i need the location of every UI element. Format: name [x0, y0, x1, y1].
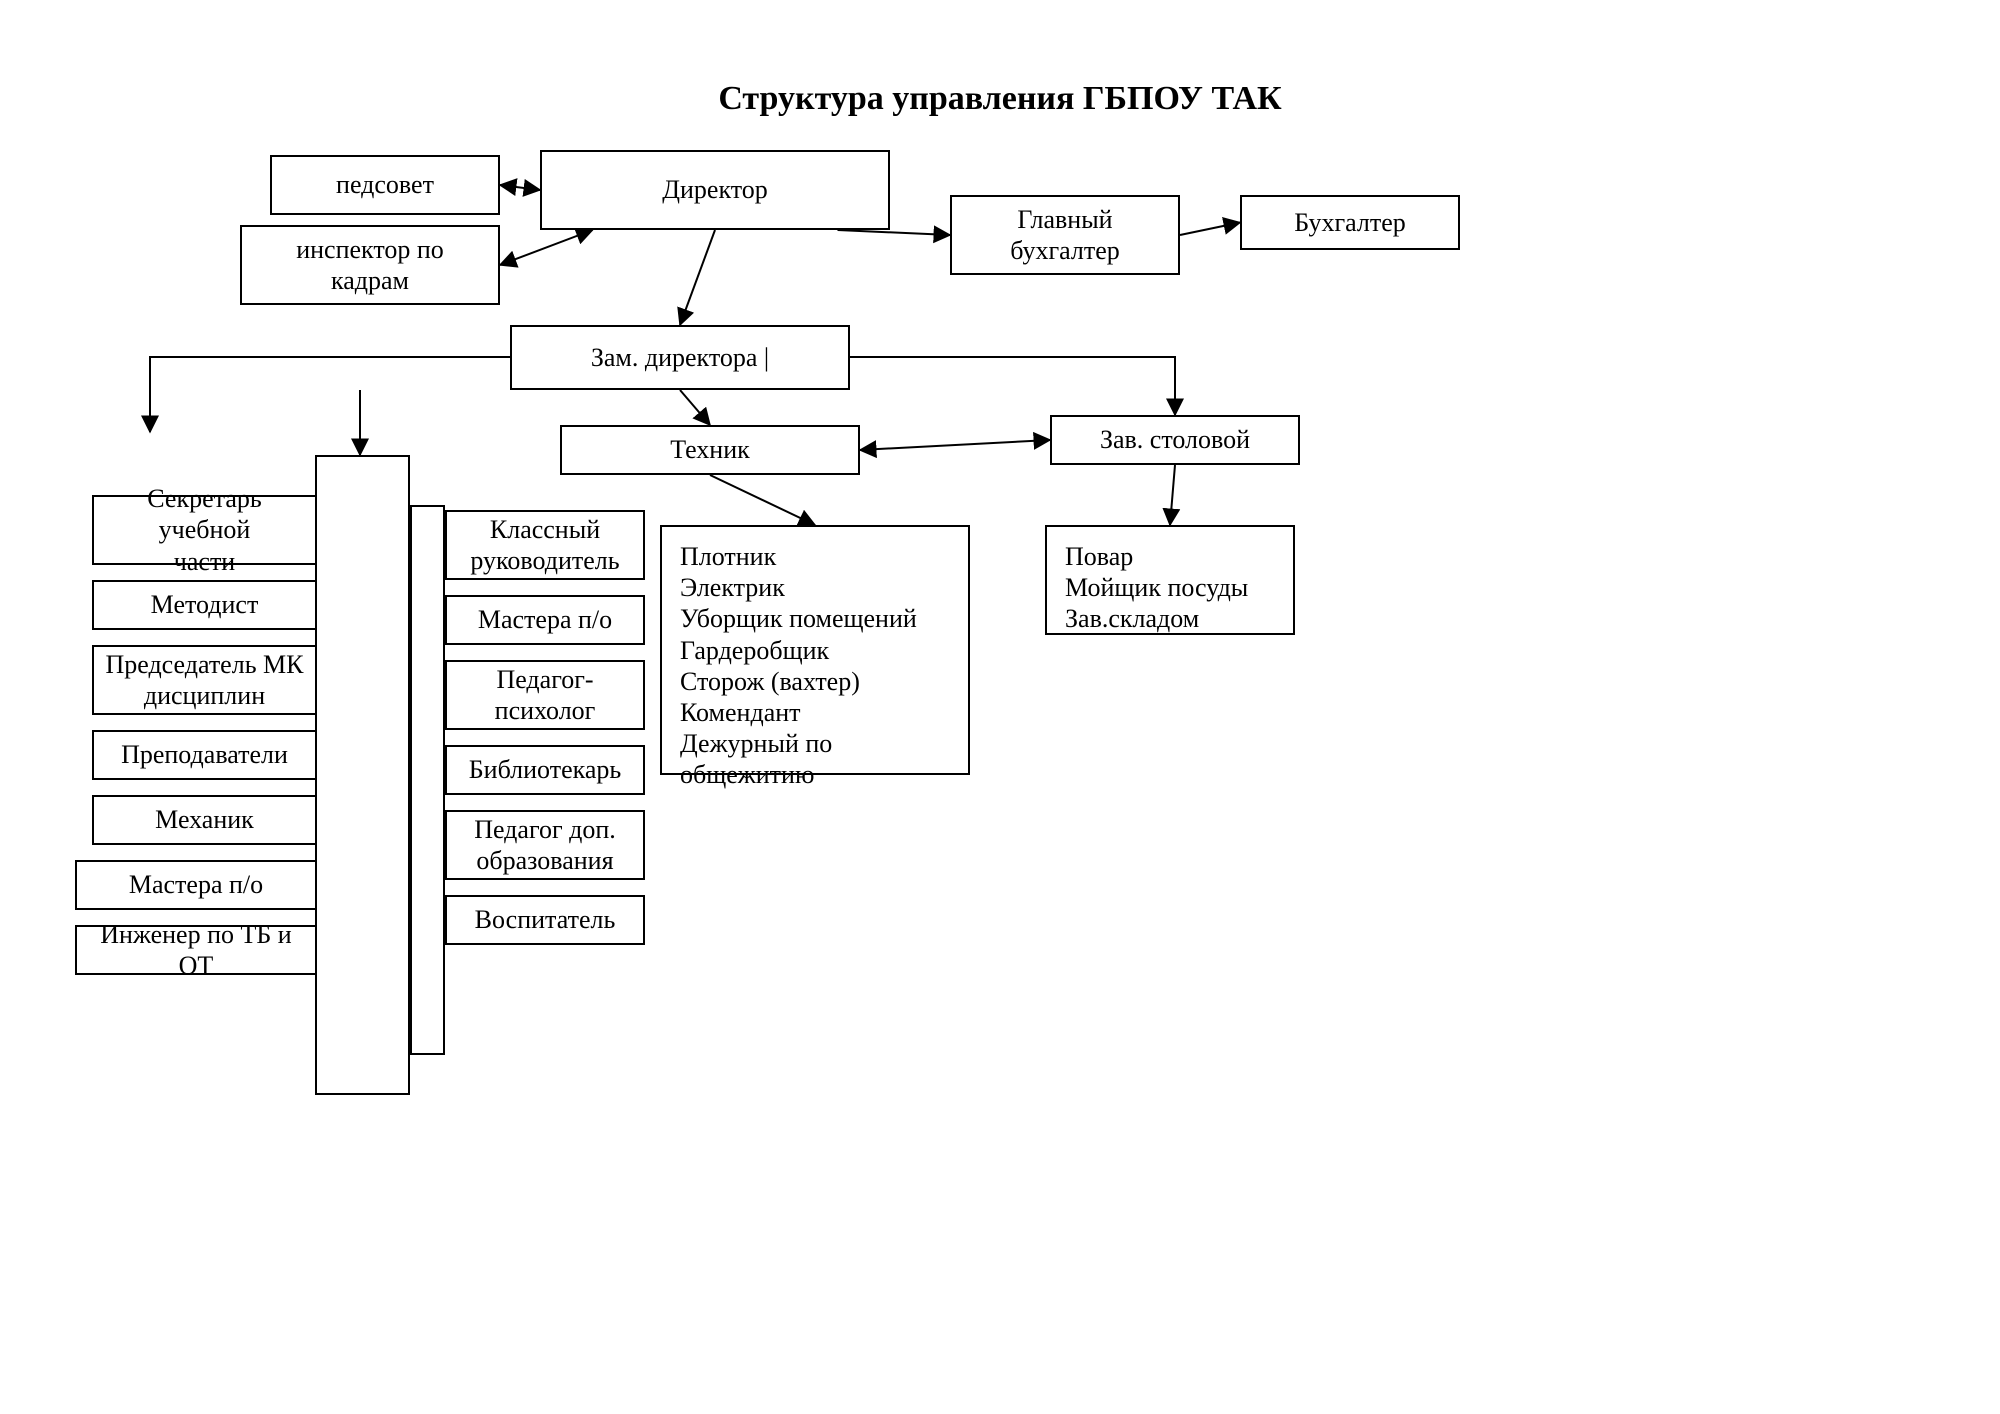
node-n-techlist: Плотник Электрик Уборщик помещений Гарде…: [660, 525, 970, 775]
node-label: инспектор по кадрам: [296, 234, 444, 296]
node-label: Директор: [662, 174, 768, 205]
node-label: Главный бухгалтер: [1010, 204, 1120, 266]
node-label: Механик: [155, 804, 254, 835]
node-hub-mid: [410, 505, 445, 1055]
node-label: Педагог доп. образования: [474, 814, 616, 876]
node-label: Бухгалтер: [1294, 207, 1406, 238]
node-label: Классный руководитель: [470, 514, 619, 576]
node-label: Мастера п/о: [129, 869, 263, 900]
node-label: Воспитатель: [475, 904, 616, 935]
node-technik: Техник: [560, 425, 860, 475]
node-n-bibl: Библиотекарь: [445, 745, 645, 795]
org-chart: Структура управления ГБПОУ ТАК педсовет Д…: [0, 0, 2000, 1414]
node-glavbuh: Главный бухгалтер: [950, 195, 1180, 275]
node-label: Плотник Электрик Уборщик помещений Гарде…: [680, 541, 950, 791]
node-label: педсовет: [336, 169, 434, 200]
node-label: Мастера п/о: [478, 604, 612, 635]
node-label: Инженер по ТБ и ОТ: [83, 919, 309, 981]
node-n-method: Методист: [92, 580, 317, 630]
node-label: Зав. столовой: [1100, 424, 1250, 455]
node-label: Председатель МК дисциплин: [105, 649, 303, 711]
node-n-stol-list: Повар Мойщик посуды Зав.складом: [1045, 525, 1295, 635]
node-n-klassruk: Классный руководитель: [445, 510, 645, 580]
chart-title: Структура управления ГБПОУ ТАК: [0, 80, 2000, 118]
node-zamdir: Зам. директора |: [510, 325, 850, 390]
node-label: Техник: [670, 434, 750, 465]
node-n-master2: Мастера п/о: [445, 595, 645, 645]
node-label: Библиотекарь: [469, 754, 622, 785]
node-pedsovet: педсовет: [270, 155, 500, 215]
node-n-sec: Секретарь учебной части: [92, 495, 317, 565]
node-n-peddop: Педагог доп. образования: [445, 810, 645, 880]
node-n-prep: Преподаватели: [92, 730, 317, 780]
node-zavstol: Зав. столовой: [1050, 415, 1300, 465]
node-label: Преподаватели: [121, 739, 288, 770]
node-hub-left: [315, 455, 410, 1095]
node-label: Педагог- психолог: [495, 664, 596, 726]
node-director: Директор: [540, 150, 890, 230]
node-buhgalter: Бухгалтер: [1240, 195, 1460, 250]
node-n-master1: Мастера п/о: [75, 860, 317, 910]
node-label: Методист: [151, 589, 259, 620]
node-inspector: инспектор по кадрам: [240, 225, 500, 305]
node-n-vosp: Воспитатель: [445, 895, 645, 945]
node-n-engtb: Инженер по ТБ и ОТ: [75, 925, 317, 975]
node-label: Повар Мойщик посуды Зав.складом: [1065, 541, 1248, 635]
node-label: Зам. директора |: [591, 342, 769, 373]
node-n-pedpsy: Педагог- психолог: [445, 660, 645, 730]
node-label: Секретарь учебной части: [100, 483, 309, 577]
node-n-mech: Механик: [92, 795, 317, 845]
node-n-predmk: Председатель МК дисциплин: [92, 645, 317, 715]
